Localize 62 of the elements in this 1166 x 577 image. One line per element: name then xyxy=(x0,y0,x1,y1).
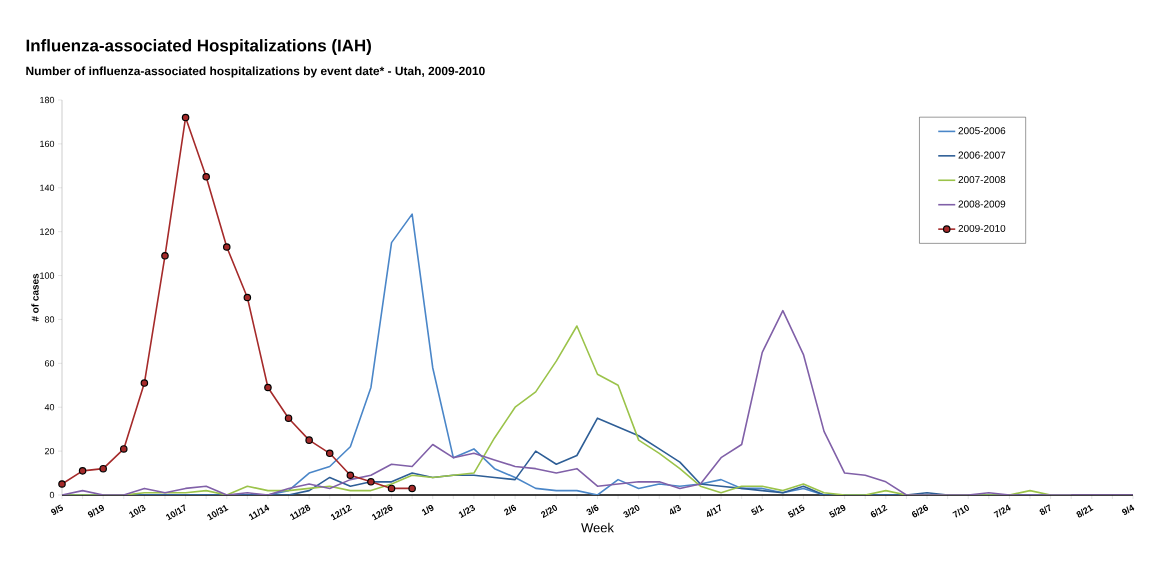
y-tick-label: 120 xyxy=(40,228,55,235)
x-tick-label: 1/9 xyxy=(421,504,434,516)
chart-subtitle: Number of influenza-associated hospitalizations by event date* - Utah, 2009-2010 xyxy=(26,66,485,78)
x-tick-label: 1/23 xyxy=(458,504,475,518)
x-tick-label: 4/17 xyxy=(706,504,721,518)
y-tick-label: 160 xyxy=(40,140,55,148)
x-tick-label: 5/1 xyxy=(750,504,764,515)
y-tick-label: 80 xyxy=(44,316,55,323)
point xyxy=(140,379,149,387)
y-tick-label: 140 xyxy=(40,184,55,191)
point xyxy=(120,445,128,453)
x-tick-label: 2/20 xyxy=(541,504,558,518)
legend-label: 2005-2006 xyxy=(958,127,1006,135)
point xyxy=(387,484,396,493)
legend-label: 2009-2010 xyxy=(958,224,1006,232)
y-tick-label: 20 xyxy=(44,447,55,455)
point xyxy=(181,113,190,122)
point xyxy=(161,252,169,260)
x-tick-label: 12/12 xyxy=(330,504,352,521)
point xyxy=(305,436,313,444)
point xyxy=(367,478,375,486)
x-tick-label: 8/21 xyxy=(1076,504,1094,518)
x-tick-label: 7/10 xyxy=(952,504,970,518)
point xyxy=(408,484,416,493)
x-tick-label: 7/24 xyxy=(993,504,1011,518)
y-axis-title: # of cases xyxy=(31,273,39,322)
x-tick-label: 3/6 xyxy=(586,504,599,515)
x-tick-label: 3/20 xyxy=(623,504,640,518)
point xyxy=(243,293,252,302)
y-tick-label: 0 xyxy=(49,491,55,499)
x-tick-label: 8/7 xyxy=(1039,504,1051,515)
y-tick-label: 40 xyxy=(44,404,55,411)
point xyxy=(264,383,272,392)
point xyxy=(222,243,231,251)
x-axis-title: Week xyxy=(581,522,614,533)
x-tick-label: 9/5 xyxy=(51,504,64,515)
x-tick-label: 10/3 xyxy=(129,504,146,518)
x-tick-label: 9/4 xyxy=(1121,504,1135,515)
x-tick-label: 12/26 xyxy=(372,504,393,521)
x-tick-label: 2/6 xyxy=(504,504,517,516)
point xyxy=(202,173,210,181)
y-tick-label: 180 xyxy=(40,96,55,104)
x-tick-label: 6/12 xyxy=(870,504,888,518)
point xyxy=(284,414,293,422)
legend-label: 2007-2008 xyxy=(958,176,1006,184)
point xyxy=(58,480,66,488)
point xyxy=(325,449,334,458)
y-tick-label: 100 xyxy=(40,272,55,279)
x-tick-label: 9/19 xyxy=(87,504,104,518)
chart-title: Influenza-associated Hospitalizations (IAH) xyxy=(26,39,371,55)
x-tick-label: 10/31 xyxy=(207,504,229,521)
x-tick-label: 5/15 xyxy=(787,504,805,518)
y-tick-label: 60 xyxy=(44,360,55,367)
legend-label: 2006-2007 xyxy=(958,151,1006,159)
x-tick-label: 4/3 xyxy=(670,504,681,515)
point xyxy=(346,471,355,480)
legend-label: 2008-2009 xyxy=(958,200,1006,208)
point xyxy=(99,464,107,473)
x-tick-label: 6/26 xyxy=(911,504,929,518)
x-tick-label: 5/29 xyxy=(828,504,846,518)
x-tick-label: 11/14 xyxy=(248,504,270,521)
point xyxy=(78,467,87,475)
